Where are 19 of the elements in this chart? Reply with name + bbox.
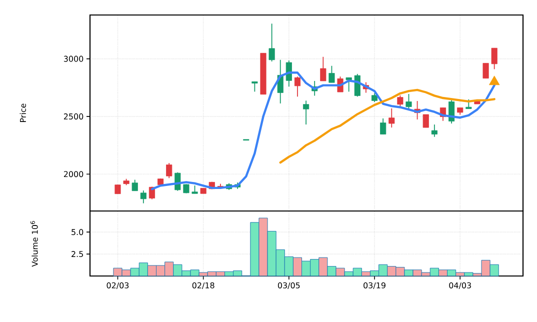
candlestick [482, 62, 489, 79]
candlestick [388, 108, 395, 128]
candlestick [320, 56, 326, 82]
candlestick [406, 94, 412, 110]
candlestick [422, 114, 429, 128]
candlestick [491, 48, 498, 70]
candlestick [346, 77, 352, 92]
candlestick [132, 179, 138, 192]
candlestick [431, 124, 438, 138]
candlestick [294, 76, 300, 98]
candlestick [268, 23, 275, 62]
candlestick [397, 94, 404, 108]
candlestick [140, 190, 146, 204]
candlestick [166, 162, 172, 179]
candlestick [303, 100, 310, 125]
candlestick [252, 81, 258, 92]
candlestick [328, 65, 335, 84]
candlestick [380, 118, 386, 135]
candlestick [466, 98, 472, 110]
